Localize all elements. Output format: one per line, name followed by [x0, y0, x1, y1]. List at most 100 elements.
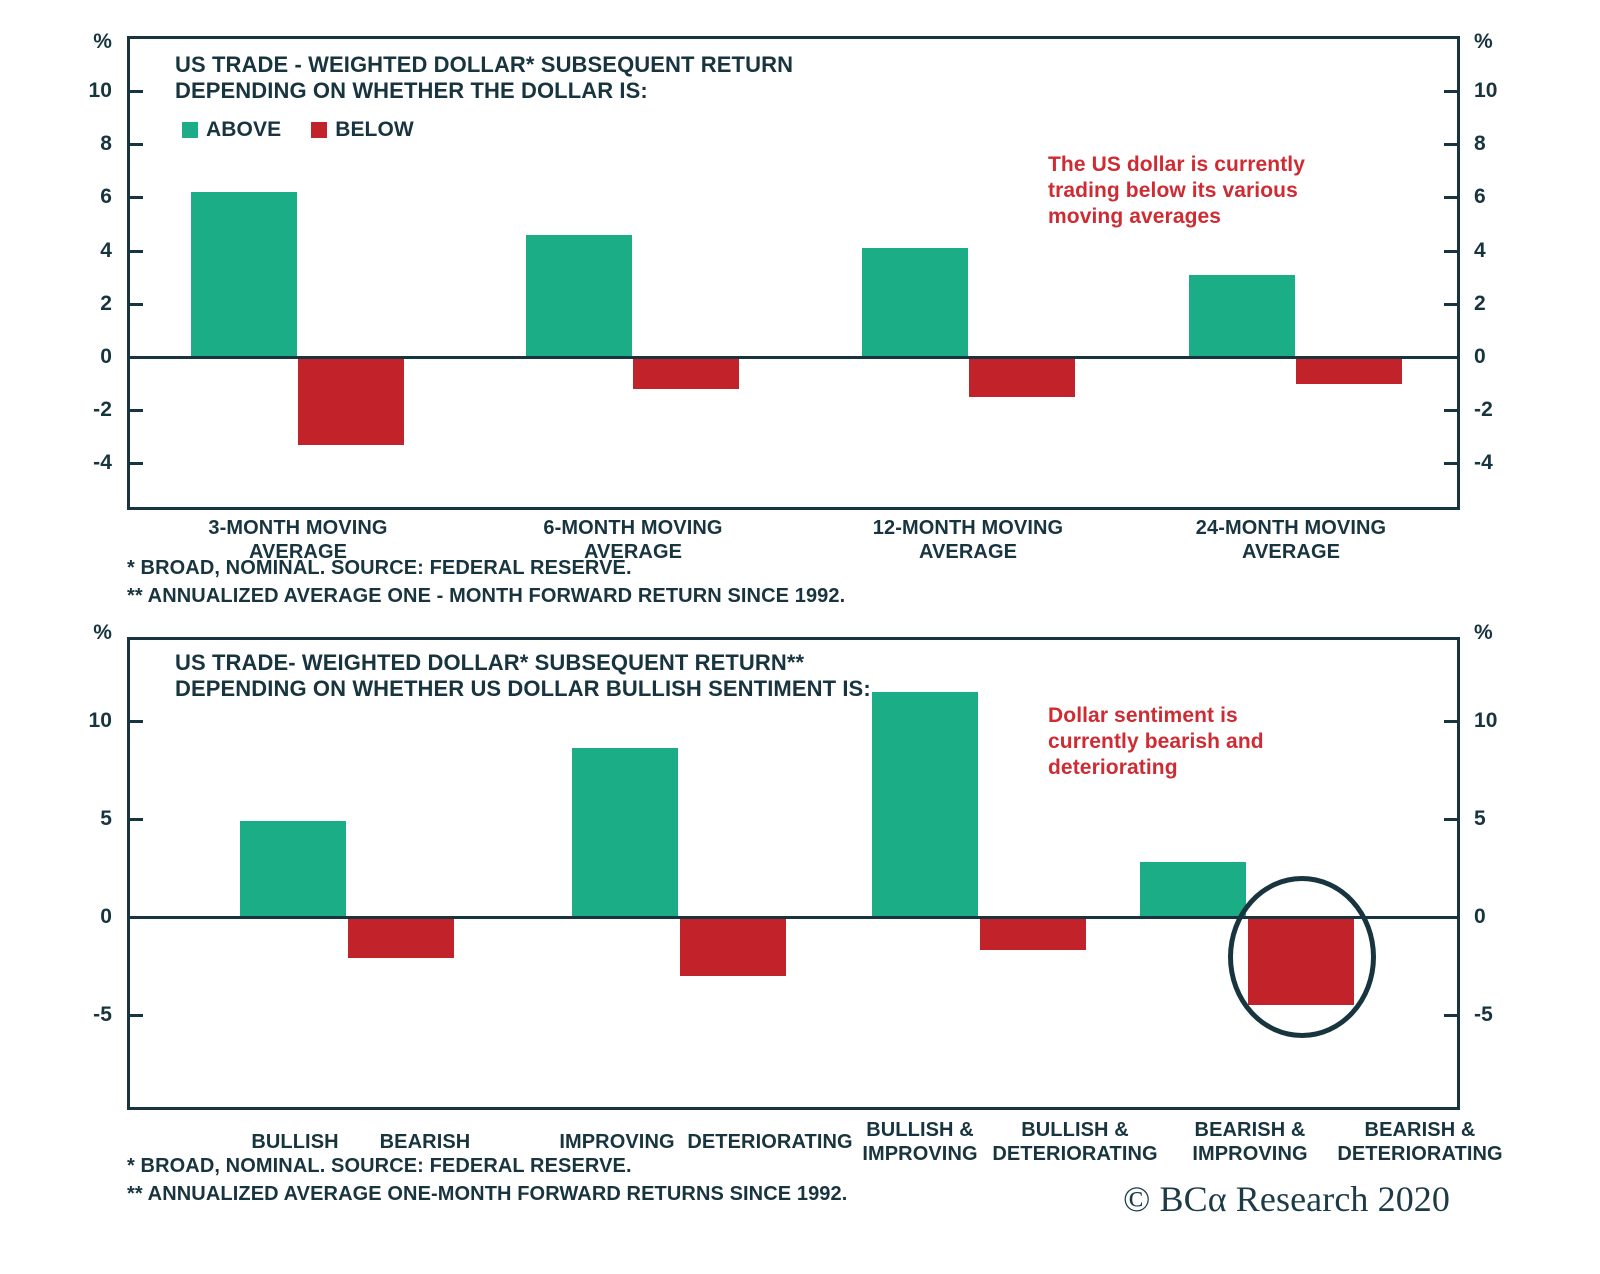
- y-tick-left: [130, 462, 143, 465]
- y-tick-label-left: 10: [88, 709, 112, 732]
- y-tick-left: [130, 303, 143, 306]
- y-tick-label-left: 0: [100, 345, 112, 368]
- footnote-source: * BROAD, NOMINAL. SOURCE: FEDERAL RESERV…: [127, 1155, 632, 1177]
- y-tick-label-right: -4: [1474, 451, 1493, 474]
- y-tick-right: [1444, 90, 1457, 93]
- top-chart-title-line2: DEPENDING ON WHETHER THE DOLLAR IS:: [175, 78, 648, 103]
- y-axis-unit-left: %: [93, 621, 112, 644]
- below-swatch-icon: [311, 122, 328, 138]
- y-tick-left: [130, 90, 143, 93]
- y-tick-left: [130, 720, 143, 723]
- x-category-label: BEARISH & DETERIORATING: [1337, 1119, 1503, 1165]
- zero-axis-line: [130, 356, 1457, 359]
- x-category-label: BEARISH: [379, 1131, 471, 1153]
- x-category-label: 24-MONTH MOVING AVERAGE: [1195, 517, 1387, 563]
- bar: [1296, 357, 1402, 384]
- x-category-label: BULLISH: [251, 1131, 339, 1153]
- x-category-label: 6-MONTH MOVING AVERAGE: [543, 517, 723, 563]
- y-tick-left: [130, 143, 143, 146]
- y-tick-right: [1444, 250, 1457, 253]
- bar: [872, 692, 978, 917]
- zero-axis-line: [130, 916, 1457, 919]
- y-tick-right: [1444, 818, 1457, 821]
- bar: [348, 917, 454, 958]
- bar: [862, 248, 968, 357]
- y-tick-left: [130, 250, 143, 253]
- legend-item-above: ABOVE: [182, 118, 281, 142]
- y-tick-label-left: 6: [100, 185, 112, 208]
- top-chart-plot-box: [127, 36, 1460, 510]
- y-tick-left: [130, 1014, 143, 1017]
- y-tick-label-right: -2: [1474, 398, 1493, 421]
- y-tick-label-right: 8: [1474, 132, 1486, 155]
- y-tick-right: [1444, 196, 1457, 199]
- y-tick-label-right: 0: [1474, 905, 1486, 928]
- y-tick-left: [130, 818, 143, 821]
- bar: [191, 192, 297, 357]
- highlight-circle: [1228, 876, 1376, 1038]
- top-chart-title-line1: US TRADE - WEIGHTED DOLLAR* SUBSEQUENT R…: [175, 52, 794, 77]
- y-tick-right: [1444, 356, 1457, 359]
- y-tick-right: [1444, 143, 1457, 146]
- y-tick-left: [130, 196, 143, 199]
- y-tick-label-left: 5: [100, 807, 112, 830]
- y-tick-left: [130, 916, 143, 919]
- y-axis-unit-right: %: [1474, 621, 1493, 644]
- y-tick-label-right: 5: [1474, 807, 1486, 830]
- y-tick-label-right: 4: [1474, 239, 1486, 262]
- y-tick-label-left: 0: [100, 905, 112, 928]
- bar: [1140, 862, 1246, 917]
- y-axis-unit-right: %: [1474, 30, 1493, 53]
- y-tick-right: [1444, 303, 1457, 306]
- bar: [1189, 275, 1295, 357]
- y-tick-label-right: -5: [1474, 1003, 1493, 1026]
- footnote-method: ** ANNUALIZED AVERAGE ONE-MONTH FORWARD …: [127, 1183, 848, 1205]
- y-tick-label-left: 2: [100, 292, 112, 315]
- bottom-chart-title-line2: DEPENDING ON WHETHER US DOLLAR BULLISH S…: [175, 676, 871, 701]
- top-chart-footnotes: * BROAD, NOMINAL. SOURCE: FEDERAL RESERV…: [127, 554, 845, 610]
- x-category-label: BULLISH & DETERIORATING: [992, 1119, 1158, 1165]
- y-tick-left: [130, 356, 143, 359]
- top-chart-legend: ABOVE BELOW: [182, 118, 414, 142]
- bottom-chart-title: US TRADE- WEIGHTED DOLLAR* SUBSEQUENT RE…: [175, 650, 871, 702]
- y-tick-label-left: 4: [100, 239, 112, 262]
- legend-below-label: BELOW: [335, 118, 414, 141]
- x-category-label: DETERIORATING: [687, 1131, 853, 1153]
- x-category-label: BULLISH & IMPROVING: [862, 1119, 978, 1165]
- bar: [969, 357, 1075, 397]
- x-category-label: 12-MONTH MOVING AVERAGE: [872, 517, 1064, 563]
- bottom-chart-footnotes: * BROAD, NOMINAL. SOURCE: FEDERAL RESERV…: [127, 1152, 847, 1208]
- y-tick-label-right: 10: [1474, 79, 1498, 102]
- bottom-chart-plot-box: [127, 637, 1460, 1110]
- y-tick-right: [1444, 1014, 1457, 1017]
- y-tick-label-right: 6: [1474, 185, 1486, 208]
- legend-item-below: BELOW: [311, 118, 414, 142]
- bottom-chart-title-line1: US TRADE- WEIGHTED DOLLAR* SUBSEQUENT RE…: [175, 650, 805, 675]
- bar: [680, 917, 786, 976]
- bar: [298, 357, 404, 445]
- bca-research-logo: © BCα Research 2020: [1122, 1179, 1450, 1219]
- y-tick-label-left: -5: [93, 1003, 112, 1026]
- above-swatch-icon: [182, 122, 198, 138]
- top-chart-annotation: The US dollar is currently trading below…: [1048, 153, 1305, 228]
- bar: [526, 235, 632, 357]
- bar: [633, 357, 739, 389]
- y-tick-label-left: 8: [100, 132, 112, 155]
- y-tick-right: [1444, 409, 1457, 412]
- x-category-label: BEARISH & IMPROVING: [1192, 1119, 1308, 1165]
- y-tick-right: [1444, 916, 1457, 919]
- bar: [980, 917, 1086, 950]
- y-tick-label-right: 2: [1474, 292, 1486, 315]
- x-category-label: IMPROVING: [559, 1131, 675, 1153]
- footnote-source: * BROAD, NOMINAL. SOURCE: FEDERAL RESERV…: [127, 557, 632, 579]
- y-tick-right: [1444, 720, 1457, 723]
- y-tick-label-left: -2: [93, 398, 112, 421]
- x-category-label: 3-MONTH MOVING AVERAGE: [208, 517, 388, 563]
- bar: [572, 748, 678, 917]
- bar: [240, 821, 346, 917]
- top-chart-title: US TRADE - WEIGHTED DOLLAR* SUBSEQUENT R…: [175, 52, 793, 104]
- y-tick-label-left: -4: [93, 451, 112, 474]
- y-axis-unit-left: %: [93, 30, 112, 53]
- legend-above-label: ABOVE: [206, 118, 282, 141]
